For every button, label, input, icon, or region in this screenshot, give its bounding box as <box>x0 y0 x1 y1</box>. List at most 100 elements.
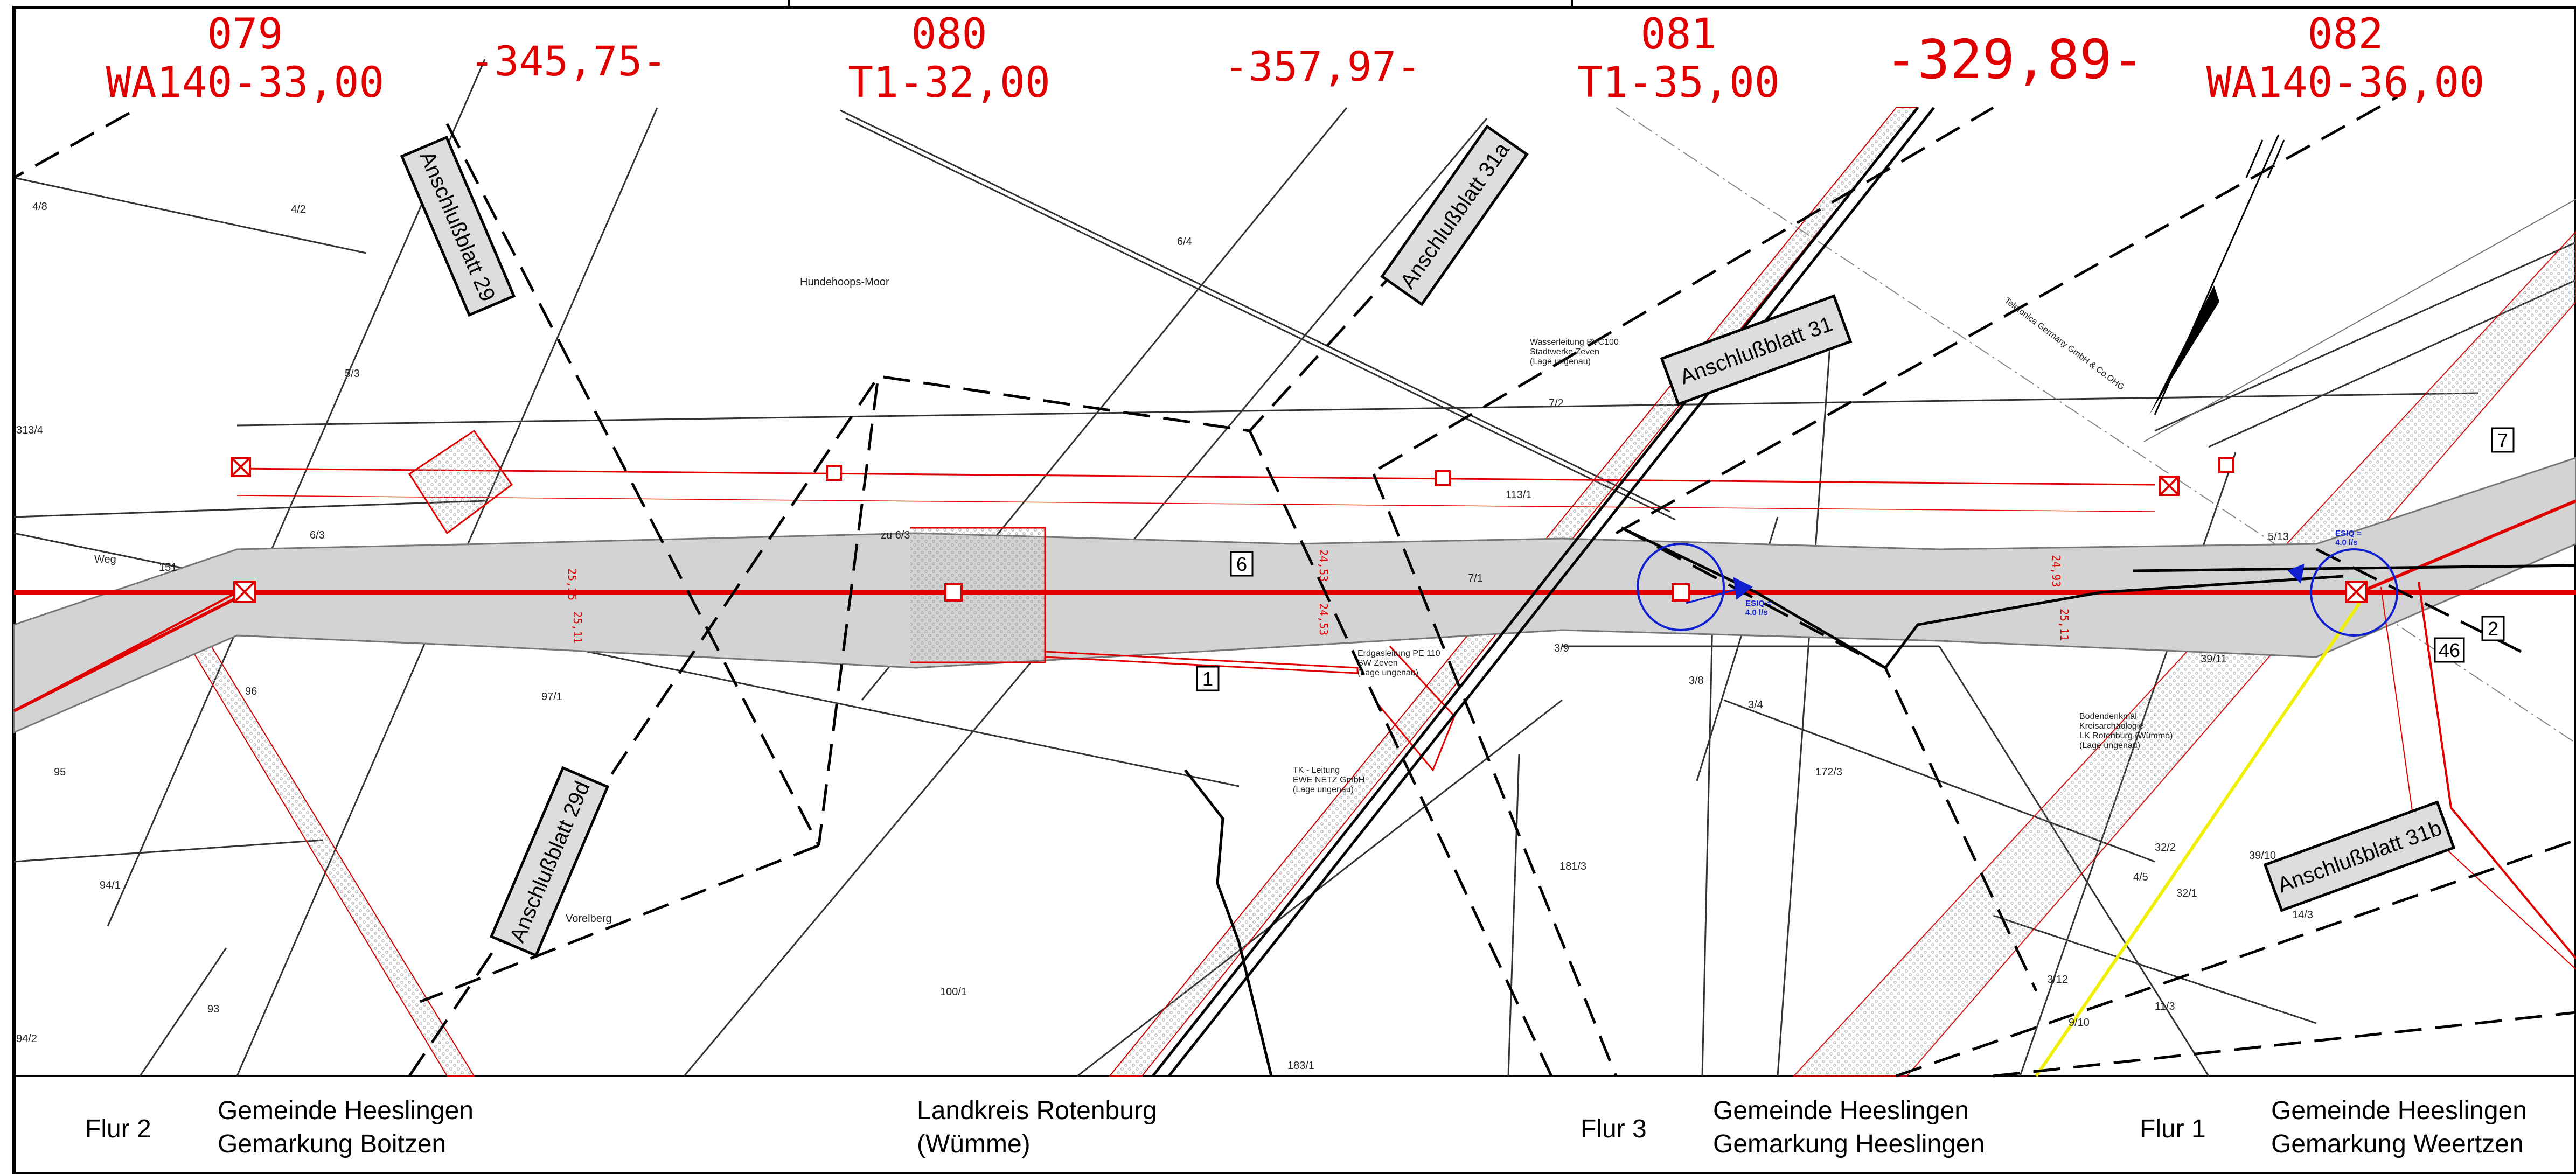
sheet-ref-29d[interactable]: Anschlußblatt 29d <box>489 766 610 958</box>
boxed-number: 1 <box>1202 668 1213 690</box>
north-arrow-icon <box>2149 134 2285 415</box>
monument-label: LK Rotenburg (Wümme) <box>2079 731 2173 740</box>
parcel-label: 6/4 <box>1177 236 1192 248</box>
parcel-label: 172/3 <box>1815 766 1842 778</box>
distance-080-081: -357,97- <box>1224 43 1421 90</box>
parcel-label: 94/1 <box>100 879 121 891</box>
parcel-label: 151 <box>159 562 177 574</box>
distance-labels: -345,75- -357,97- -329,89- <box>470 28 2145 91</box>
station-081-code: T1-35,00 <box>1577 59 1780 107</box>
parcel-label: 313/4 <box>16 424 43 436</box>
width-label: 25,11 <box>2058 609 2071 641</box>
gemarkung-label: Gemarkung Boitzen <box>218 1130 446 1158</box>
boxed-number: 7 <box>2497 429 2508 451</box>
station-082-number: 082 <box>2308 10 2384 59</box>
esiq-label: ESIQ = <box>2335 529 2362 538</box>
sheet-ref-31a-label: Anschlußblatt 31a <box>1396 138 1514 293</box>
parcel-label: 11/3 <box>2155 1001 2175 1012</box>
parcel-label: 6/3 <box>310 529 325 541</box>
tk-line-label: TK - Leitung <box>1293 766 1340 775</box>
station-080-code: T1-32,00 <box>848 59 1050 107</box>
route-branch <box>2358 499 2576 594</box>
gas-line-label: Erdgasleitung PE 110 <box>1357 649 1440 658</box>
yellow-line <box>2035 602 2361 1077</box>
sheet-ref-31a[interactable]: Anschlußblatt 31a <box>1380 124 1529 306</box>
parcel-label: 183/1 <box>1287 1060 1314 1072</box>
water-owner-label: Stadtwerke Zeven <box>1530 347 1599 357</box>
parcel-label: 181/3 <box>1559 861 1586 872</box>
parcel-label: 4/5 <box>2133 871 2148 883</box>
parcel-label: Weg <box>94 554 116 565</box>
parcel-label: 94/2 <box>16 1033 37 1045</box>
parcel-label: 7/1 <box>1468 572 1483 584</box>
width-labels: 25,35 25,11 24,53 24,53 24,93 25,11 <box>566 549 2071 644</box>
gemeinde-label: Gemeinde Heeslingen <box>2271 1096 2527 1125</box>
tk-owner-label: EWE NETZ GmbH <box>1293 775 1364 785</box>
parcel-label: 113/1 <box>1506 489 1532 501</box>
esiq-label: 4.0 l/s <box>2335 538 2358 547</box>
flur-3-label: Flur 3 <box>1581 1115 1647 1143</box>
parcel-label: 7/2 <box>1549 397 1564 409</box>
parcel-label: 3/12 <box>2047 974 2068 986</box>
footer-labels: Flur 2 Gemeinde Heeslingen Gemarkung Boi… <box>85 1096 2527 1158</box>
parcel-label: 4/8 <box>32 201 47 213</box>
parcel-label: 3/4 <box>1748 699 1763 711</box>
parcel-label: 39/10 <box>2249 850 2276 862</box>
flur-2-label: Flur 2 <box>85 1115 151 1143</box>
monument-label: Kreisarchäologie <box>2079 722 2143 731</box>
esiq-label: ESIQ = <box>1745 599 1772 608</box>
station-082-code: WA140-36,00 <box>2206 59 2485 107</box>
parcel-label: 32/1 <box>2176 888 2197 899</box>
parcel-label: zu 6/3 <box>881 529 910 541</box>
tk-position-label: (Lage ungenau) <box>1293 785 1354 794</box>
parcel-label: 5/13 <box>2268 531 2289 543</box>
flur-1-label: Flur 1 <box>2140 1115 2206 1143</box>
landkreis-label: Landkreis Rotenburg <box>917 1096 1157 1125</box>
parcel-label: 93 <box>207 1003 219 1015</box>
distance-079-080: -345,75- <box>470 37 667 85</box>
place-name: Vorelberg <box>566 913 612 925</box>
boxed-number: 2 <box>2488 618 2498 640</box>
width-label: 24,53 <box>1317 603 1330 635</box>
parcel-label: 39/11 <box>2201 653 2227 665</box>
esiq-label: 4.0 l/s <box>1745 608 1768 617</box>
cable-owner-label: Telefonica Germany GmbH & Co.OHG <box>2003 296 2126 392</box>
parcel-label: 32/2 <box>2155 842 2176 854</box>
water-position-label: (Lage ungenau) <box>1530 357 1591 366</box>
boxed-numbers: 6 1 7 2 46 <box>1196 427 2515 691</box>
cable-line <box>1616 107 2576 744</box>
station-079-number: 079 <box>207 10 283 59</box>
parcel-label: 14/3 <box>2292 909 2313 921</box>
station-080-number: 080 <box>911 10 987 59</box>
station-labels: 079 WA140-33,00 080 T1-32,00 081 T1-35,0… <box>106 10 2485 107</box>
parcel-labels: 4/8 4/2 6/4 313/4 5/3 6/3 96 95 94/1 93 … <box>16 201 2313 1072</box>
road-line <box>2143 199 2576 442</box>
station-081-number: 081 <box>1641 10 1717 59</box>
gemarkung-label: Gemarkung Weertzen <box>2271 1130 2524 1158</box>
station-marker-081 <box>1672 583 1690 602</box>
sheet-ref-31b[interactable]: Anschlußblatt 31b <box>2263 800 2456 912</box>
monument-label: (Lage ungenau) <box>2079 741 2140 750</box>
parcel-label: 96 <box>245 686 257 697</box>
parcel-label: 9/10 <box>2069 1017 2090 1029</box>
parcel-label: 100/1 <box>940 986 967 998</box>
boxed-number: 46 <box>2439 639 2460 661</box>
parcel-label: 3/8 <box>1689 675 1704 687</box>
station-marker-080 <box>944 583 963 602</box>
flow-circles <box>1637 543 2398 637</box>
width-label: 25,11 <box>571 611 584 644</box>
gas-owner-label: SW Zeven <box>1357 659 1398 668</box>
parcel-label: 3/9 <box>1554 642 1569 654</box>
gemeinde-label: Gemeinde Heeslingen <box>1713 1096 1969 1125</box>
place-names: Hundehoops-Moor Vorelberg <box>566 276 889 925</box>
sheet-ref-29[interactable]: Anschlußblatt 29 <box>400 135 516 317</box>
gas-position-label: (Lage ungenau) <box>1357 668 1418 677</box>
gemeinde-label: Gemeinde Heeslingen <box>218 1096 474 1125</box>
red-guide-lines <box>13 429 2576 970</box>
distance-081-082: -329,89- <box>1885 28 2145 91</box>
parcel-label: 95 <box>54 766 66 778</box>
station-markers <box>231 457 2368 603</box>
landkreis-label: (Wümme) <box>917 1130 1031 1158</box>
water-line-label: Wasserleitung PVC100 <box>1530 338 1619 347</box>
